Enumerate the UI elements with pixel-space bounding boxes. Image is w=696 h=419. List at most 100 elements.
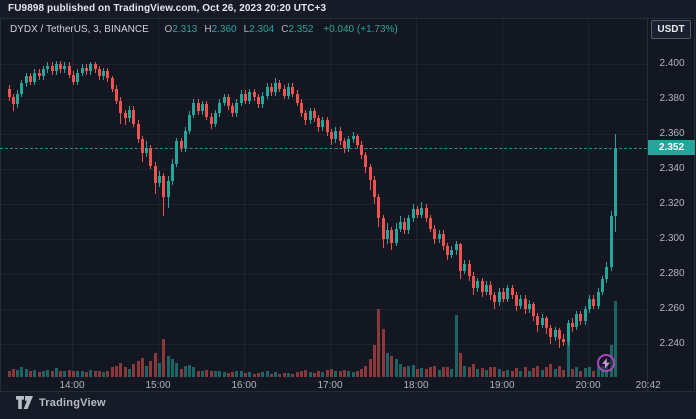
candle-body (467, 263, 471, 276)
price-gridline (0, 134, 647, 135)
candle-body (428, 218, 432, 229)
volume-bar (76, 371, 80, 377)
candle-body (342, 141, 346, 148)
candle-body (218, 102, 222, 113)
volume-bar (291, 373, 295, 377)
candle-body (179, 141, 183, 148)
volume-bar (115, 365, 118, 377)
candle-body (192, 102, 196, 115)
candle-body (368, 167, 372, 180)
candle-body (592, 298, 596, 306)
volume-bar (407, 365, 411, 377)
volume-bar (446, 366, 450, 377)
volume-bar (377, 309, 381, 377)
price-axis[interactable]: 2.400 2.380 2.360 2.340 2.320 2.300 2.280 2.260… (648, 18, 696, 392)
candle-body (493, 295, 497, 302)
price-gridline (0, 169, 647, 170)
volume-bar (497, 369, 501, 377)
volume-bar (411, 365, 415, 377)
time-tick-label: 15:00 (145, 380, 171, 391)
candle-body (248, 92, 252, 101)
volume-bar (256, 373, 260, 377)
volume-bar (510, 371, 514, 377)
time-tick-label: 18:00 (403, 380, 429, 391)
candle-body (89, 64, 93, 71)
volume-bar (41, 370, 45, 377)
candle-body (231, 106, 235, 113)
volume-bar (179, 369, 183, 377)
volume-bar (545, 367, 548, 377)
volume-bar (132, 364, 136, 377)
volume-bar (476, 369, 480, 377)
volume-bar (102, 372, 106, 377)
volume-bar (213, 371, 217, 377)
candle-body (536, 316, 540, 325)
ohlc-value: 2.352 (288, 24, 314, 35)
volume-bar (347, 370, 351, 377)
volume-bar (63, 371, 67, 377)
symbol-legend[interactable]: DYDX / TetherUS, 3, BINANCE O2.313 H2.360… (10, 24, 398, 35)
candle-body (136, 123, 140, 140)
candle-body (50, 65, 54, 71)
candle-body (261, 95, 265, 105)
tradingview-logo-icon (16, 396, 33, 409)
volume-bar (231, 372, 235, 377)
price-gridline (0, 64, 647, 65)
volume-bar (342, 369, 346, 377)
volume-bar (16, 369, 20, 377)
volume-bar (471, 364, 475, 377)
price-change: +0.040 (+1.73%) (323, 24, 398, 35)
volume-bar (222, 372, 226, 377)
candle-body (403, 221, 407, 231)
candle-body (16, 93, 20, 105)
time-tick-label: 20:42 (635, 380, 661, 391)
candle-body (166, 181, 170, 197)
volume-bar (416, 369, 419, 377)
candle-body (188, 114, 192, 131)
candle-body (373, 179, 376, 197)
volume-bar (519, 370, 523, 377)
candle-body (506, 288, 510, 299)
volume-bar (119, 362, 123, 377)
candle-body (84, 67, 88, 71)
volume-bar (351, 372, 355, 377)
volume-bar (540, 369, 544, 377)
candle-body (256, 97, 260, 105)
volume-bar (299, 370, 303, 377)
candle-body (523, 298, 527, 309)
volume-bar (613, 301, 617, 377)
volume-bar (244, 373, 247, 377)
candle-body (183, 130, 187, 148)
chart-pane[interactable] (0, 18, 695, 392)
volume-bar (355, 371, 359, 377)
ohlc-label: H (204, 24, 212, 35)
ohlc-label: C (281, 24, 289, 35)
candle-body (239, 93, 243, 103)
volume-bar (463, 365, 467, 377)
volume-bar (441, 367, 445, 377)
candle-body (570, 323, 574, 327)
volume-bar (274, 372, 278, 377)
volume-bar (575, 367, 579, 377)
candle-body (441, 233, 445, 246)
candle-body (545, 317, 548, 329)
candle-body (446, 246, 450, 255)
quote-currency-badge[interactable]: USDT (651, 20, 691, 39)
volume-bar (308, 372, 312, 377)
volume-bar (252, 373, 256, 377)
candle-body (588, 298, 591, 309)
time-gridline (158, 18, 159, 377)
candle-body (476, 281, 480, 288)
candle-body (11, 97, 15, 105)
price-tick-label: 2.380 (659, 93, 685, 104)
lightning-marker[interactable] (597, 354, 615, 372)
volume-bar (188, 365, 192, 377)
candle-body (605, 267, 609, 280)
time-tick-label: 17:00 (317, 380, 343, 391)
volume-bar (368, 359, 372, 377)
time-tick-label: 14:00 (59, 380, 85, 391)
candle-body (321, 120, 325, 127)
candle-body (278, 83, 282, 89)
candle-body (527, 303, 531, 309)
volume-bar (97, 370, 101, 377)
